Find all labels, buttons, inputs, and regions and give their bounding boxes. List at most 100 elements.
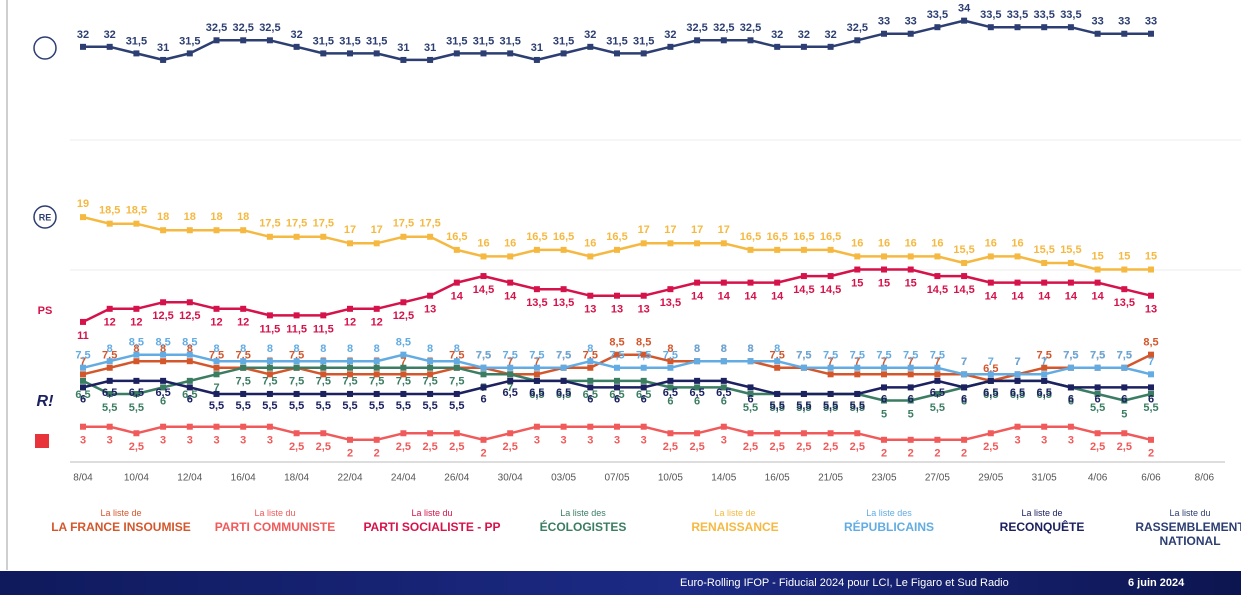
value-label: 13 [1145,304,1157,316]
value-label: 17 [691,224,703,236]
data-point [186,299,193,306]
value-label: 7,5 [529,350,544,362]
logo-circle [33,36,57,60]
value-label: 14,5 [473,284,494,296]
data-point [80,371,86,378]
value-label: 12,5 [393,310,414,322]
data-point [934,24,941,31]
data-point [347,240,353,247]
value-label: 31,5 [606,35,627,47]
value-label: 3 [561,435,567,447]
data-point [827,430,834,437]
data-point [213,364,220,371]
data-point [881,436,887,443]
value-label: 8 [667,343,673,355]
value-label: 5,5 [262,400,277,412]
value-label: 15 [1091,250,1103,262]
data-point [1067,259,1074,266]
value-label: 5,5 [1143,402,1158,414]
data-point [854,37,861,44]
value-label: 13 [584,304,596,316]
value-label: 7,5 [422,376,437,388]
data-point [854,266,861,273]
data-point [854,371,861,378]
value-label: 6 [721,395,727,407]
data-point [1148,436,1154,443]
data-point [747,358,754,365]
data-point [453,364,460,371]
data-point [106,390,113,397]
value-label: 17,5 [286,218,307,230]
value-label: 7,5 [369,376,384,388]
value-label: 31 [424,42,436,54]
data-point [560,50,567,57]
value-label: 13,5 [526,297,547,309]
data-point [480,436,487,443]
value-label: 3 [80,435,86,447]
value-label: 3 [213,435,219,447]
data-point [373,50,380,57]
value-label: 2 [480,448,486,460]
data-point [186,227,193,234]
x-tick-label: 07/05 [604,473,629,484]
value-label: 33,5 [927,9,948,21]
data-point [694,430,701,437]
x-tick-label: 30/04 [498,473,523,484]
data-point [907,384,914,391]
legend-name: PARTI SOCIALISTE - PP [363,520,501,534]
value-label: 12 [237,317,249,329]
value-label: 14 [1011,291,1024,303]
data-point [240,227,247,234]
data-point [186,377,193,384]
legend-name: RENAISSANCE [691,520,779,534]
data-point [1148,351,1154,358]
value-label: 7 [1041,356,1047,368]
value-label: 8 [587,343,593,355]
x-tick-label: 10/05 [658,473,683,484]
data-point [560,377,567,384]
data-point [934,371,941,378]
value-label: 7,5 [289,350,304,362]
value-label: 2 [347,448,353,460]
value-label: 31,5 [366,35,387,47]
value-label: 7,5 [342,376,357,388]
data-point [614,377,620,384]
legend-prefix: La liste du [254,508,296,518]
data-point [1148,266,1154,273]
value-label: 7 [80,356,86,368]
value-label: 6,5 [503,387,518,399]
data-point [987,371,994,378]
data-point [373,358,380,365]
data-point [961,273,968,280]
value-label: 14 [1038,291,1051,303]
value-label: 7,5 [396,376,411,388]
data-point [186,358,193,365]
value-label: 8,5 [155,337,170,349]
value-label: 11,5 [259,323,280,335]
data-point [961,17,968,24]
data-point [347,436,353,443]
data-point [1121,397,1128,404]
value-label: 6,5 [182,389,197,401]
data-point [587,43,594,50]
data-point [400,371,407,378]
data-point [507,50,514,57]
data-point [720,240,727,247]
value-label: 5,5 [209,400,224,412]
value-label: 18 [210,211,222,223]
data-point [80,377,86,384]
value-label: 6,5 [529,387,544,399]
value-label: 7 [507,356,513,368]
value-label: 5 [881,408,887,420]
value-label: 2 [908,448,914,460]
value-label: 16,5 [553,231,574,243]
data-point [213,227,220,234]
value-label: 32,5 [713,22,734,34]
data-point [800,273,807,280]
data-point [694,384,701,391]
x-tick-label: 6/06 [1141,473,1161,484]
data-point [133,50,140,57]
value-label: 6 [747,393,753,405]
value-label: 7,5 [316,376,331,388]
value-label: 14,5 [927,284,948,296]
